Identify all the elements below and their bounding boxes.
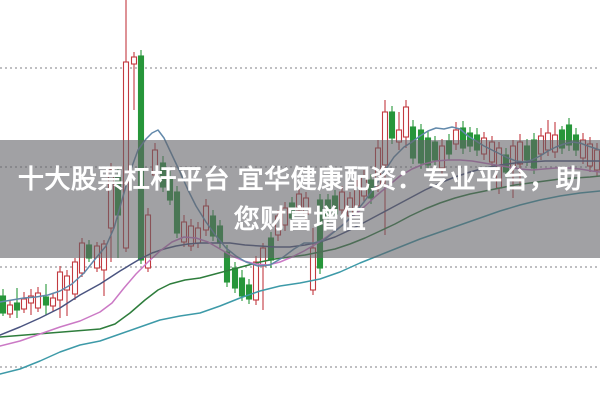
candle-body-up [71,261,79,295]
candle-body-up [49,297,57,307]
candle-body-down [13,302,21,311]
candle-body-up [34,292,42,309]
candle-body-up [63,275,71,291]
candle-body-up [252,261,260,301]
candle-body-down [42,296,50,306]
promo-banner-text-line2: 您财富增值 [233,204,367,234]
candle-body-up [402,106,410,138]
candle-body-down [238,277,246,297]
candle-body-up [6,304,14,315]
candle-body-up [56,271,64,301]
candle-body-up [27,295,35,304]
candle-body-down [231,267,239,289]
promo-banner-overlay: 十大股票杠杆平台 宜华健康配资：专业平台，助 您财富增值 [0,140,600,258]
candle-body-down [388,111,396,139]
candle-body-down [245,284,253,300]
candle-body-down [0,295,7,314]
candle-body-up [130,56,138,65]
promo-banner-text-line1: 十大股票杠杆平台 宜华健康配资：专业平台，助 [17,164,583,194]
candle-body-up [20,298,28,310]
